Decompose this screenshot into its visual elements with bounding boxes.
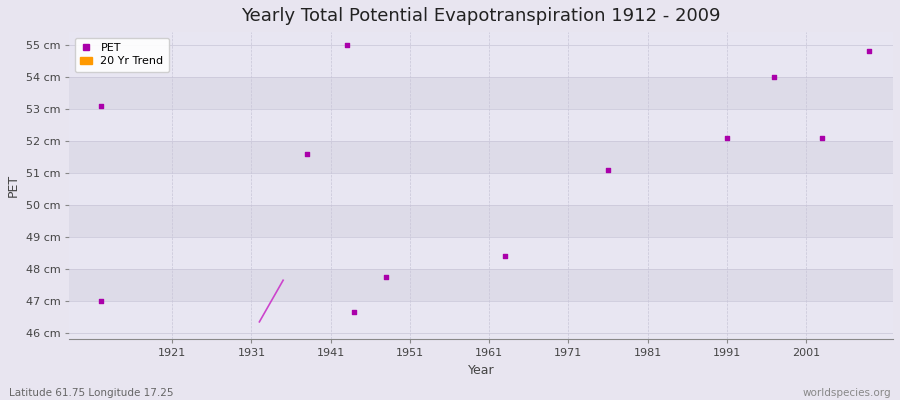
Text: worldspecies.org: worldspecies.org bbox=[803, 388, 891, 398]
Point bbox=[94, 102, 108, 109]
Point bbox=[767, 74, 781, 80]
Legend: PET, 20 Yr Trend: PET, 20 Yr Trend bbox=[75, 38, 169, 72]
Bar bbox=[69, 45, 893, 77]
Point bbox=[347, 309, 362, 316]
Bar bbox=[69, 205, 893, 237]
Bar bbox=[69, 77, 893, 109]
Y-axis label: PET: PET bbox=[7, 174, 20, 197]
Text: Latitude 61.75 Longitude 17.25: Latitude 61.75 Longitude 17.25 bbox=[9, 388, 174, 398]
Bar bbox=[69, 141, 893, 173]
Point bbox=[814, 134, 829, 141]
X-axis label: Year: Year bbox=[468, 364, 494, 377]
Bar bbox=[69, 237, 893, 269]
Bar bbox=[69, 269, 893, 301]
Bar bbox=[69, 173, 893, 205]
Point bbox=[94, 298, 108, 304]
Point bbox=[719, 134, 733, 141]
Point bbox=[379, 274, 393, 280]
Point bbox=[498, 253, 512, 260]
Point bbox=[339, 42, 354, 48]
Bar bbox=[69, 109, 893, 141]
Point bbox=[300, 150, 314, 157]
Point bbox=[600, 166, 615, 173]
Bar bbox=[69, 301, 893, 333]
Title: Yearly Total Potential Evapotranspiration 1912 - 2009: Yearly Total Potential Evapotranspiratio… bbox=[241, 7, 721, 25]
Point bbox=[862, 48, 877, 54]
